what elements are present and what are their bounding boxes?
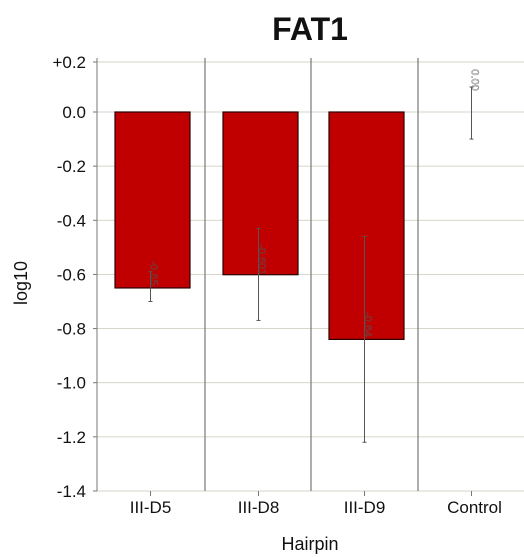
error-bars-layer <box>148 86 474 443</box>
y-tick-label: -0.6 <box>57 265 86 284</box>
x-tick-label-iii-d8: III-D8 <box>238 498 280 517</box>
x-tick-label-control: Control <box>447 498 502 517</box>
chart-title: FAT1 <box>272 11 348 47</box>
x-tick-label-iii-d9: III-D9 <box>344 498 386 517</box>
y-tick-label: -0.2 <box>57 157 86 176</box>
x-tick-label-iii-d5: III-D5 <box>130 498 172 517</box>
bar-iii-d5 <box>114 111 191 289</box>
axis-layer: +0.2 0.0 -0.2 -0.4 -0.6 -0.8 -1.0 -1.2 -1.4 III-D… <box>52 53 501 517</box>
bars-layer <box>114 111 405 340</box>
y-tick-label: -1.2 <box>57 428 86 447</box>
y-tick-label: -1.0 <box>57 374 86 393</box>
y-tick-label: -1.4 <box>57 482 86 501</box>
bar-iii-d9 <box>328 111 405 340</box>
value-label-iii-d5: -0.65 <box>148 261 160 286</box>
value-label-control: 0.00 <box>469 69 481 90</box>
value-label-iii-d8: -0.601 <box>256 244 268 275</box>
value-labels-layer: -0.65 -0.601 -0.84 0.00 <box>147 69 481 337</box>
y-tick-label: -0.8 <box>57 320 86 339</box>
y-axis-label: log10 <box>11 261 31 305</box>
bar-iii-d8 <box>222 111 299 276</box>
y-tick-label: 0.0 <box>62 103 86 122</box>
y-tick-label: -0.4 <box>57 211 86 230</box>
y-tick-label: +0.2 <box>52 53 86 72</box>
value-label-iii-d9: -0.84 <box>362 312 374 337</box>
x-axis-label: Hairpin <box>281 534 338 554</box>
